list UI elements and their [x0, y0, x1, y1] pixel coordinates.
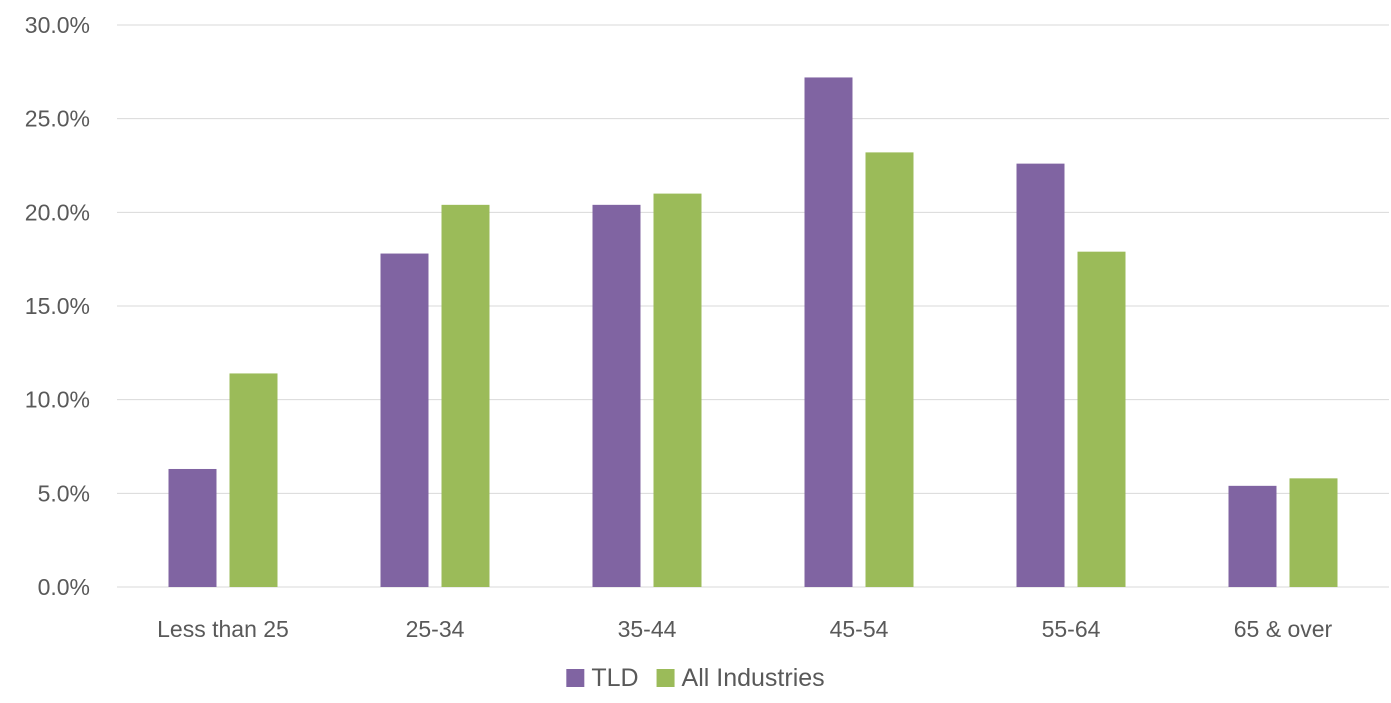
- bar-all-industries-3: [865, 152, 914, 588]
- y-tick-label: 5.0%: [38, 480, 90, 506]
- y-tick-label: 15.0%: [25, 293, 90, 319]
- gridlines: [117, 24, 1389, 588]
- bar-tld-3: [804, 77, 853, 587]
- y-axis-tick-labels: 0.0% 5.0% 10.0% 15.0% 20.0% 25.0% 30.0%: [25, 12, 90, 600]
- x-category-label: 35-44: [618, 616, 677, 642]
- x-category-label: 65 & over: [1234, 616, 1333, 642]
- y-tick-label: 20.0%: [25, 199, 90, 225]
- y-tick-label: 0.0%: [38, 574, 90, 600]
- bar-all-industries-2: [653, 193, 702, 587]
- bar-tld-2: [592, 204, 641, 587]
- bar-all-industries-4: [1077, 251, 1126, 587]
- bar-tld-0: [168, 468, 217, 587]
- legend-label: TLD: [591, 664, 638, 692]
- x-category-label: 45-54: [830, 616, 889, 642]
- bar-all-industries-5: [1289, 478, 1338, 587]
- legend-label: All Industries: [682, 664, 825, 692]
- bar-tld-4: [1016, 163, 1065, 588]
- y-tick-label: 25.0%: [25, 106, 90, 132]
- y-tick-label: 30.0%: [25, 12, 90, 38]
- y-tick-label: 10.0%: [25, 387, 90, 413]
- x-category-label: Less than 25: [157, 616, 289, 642]
- bar-tld-1: [380, 253, 429, 587]
- bar-all-industries-1: [441, 204, 490, 587]
- x-category-label: 55-64: [1042, 616, 1101, 642]
- bar-all-industries-0: [229, 373, 278, 587]
- legend-swatch: [566, 669, 585, 687]
- bars: [168, 77, 1338, 588]
- legend-swatch: [656, 669, 675, 687]
- x-axis-category-labels: Less than 25 25-34 35-44 45-54 55-64 65 & ove…: [157, 616, 1332, 642]
- x-category-label: 25-34: [406, 616, 465, 642]
- bar-tld-5: [1228, 485, 1277, 587]
- legend: TLD All Industries: [566, 664, 825, 692]
